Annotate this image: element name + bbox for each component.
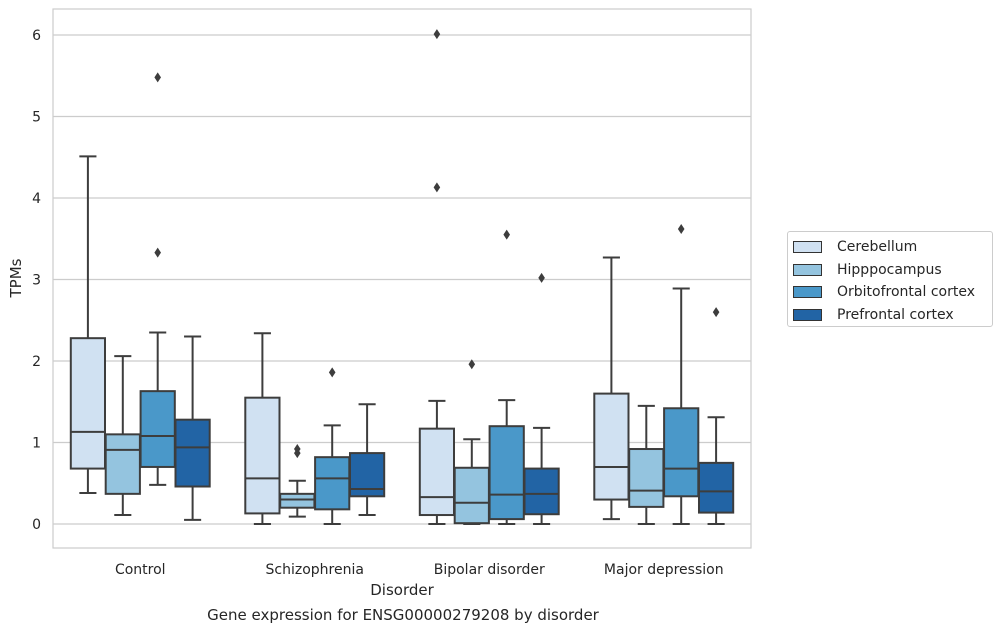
box-cerebellum [244, 332, 281, 525]
box-iqr [104, 433, 141, 495]
legend-item: Hipppocampus [792, 259, 992, 282]
box-iqr [697, 461, 735, 514]
box-prefrontal-cortex [523, 272, 560, 525]
outlier-point [294, 444, 301, 455]
legend-item: Prefrontal cortex [792, 304, 992, 327]
box-prefrontal-cortex [348, 403, 386, 517]
box-iqr [628, 448, 665, 508]
box-cerebellum [593, 256, 630, 521]
legend: Cerebellum Hipppocampus Orbitofrontal cort… [787, 231, 993, 327]
plot-area [52, 8, 752, 549]
box-cerebellum [418, 29, 456, 525]
legend-swatch [793, 263, 822, 276]
outlier-point [677, 223, 685, 234]
box-iqr [453, 466, 490, 525]
outlier-point [328, 367, 336, 378]
x-tick-label: Control [115, 562, 166, 578]
box-iqr [139, 390, 176, 468]
box-iqr [663, 407, 700, 498]
box-iqr [279, 492, 316, 509]
boxes [69, 29, 735, 525]
y-tick-label: 1 [32, 436, 41, 452]
box-hipppocampus [104, 355, 141, 517]
box-iqr [314, 456, 351, 511]
x-tick-label: Bipolar disorder [434, 562, 545, 578]
x-tick-label: Major depression [604, 562, 724, 578]
box-prefrontal-cortex [697, 307, 735, 525]
chart-caption: Gene expression for ENSG00000279208 by d… [207, 606, 599, 624]
box-orbitofrontal-cortex [314, 367, 351, 525]
box-iqr [69, 337, 107, 470]
outlier-point [468, 359, 476, 370]
legend-item: Cerebellum [792, 236, 992, 259]
legend-item: Orbitofrontal cortex [792, 281, 992, 304]
legend-swatch [793, 308, 822, 321]
box-cerebellum [69, 155, 107, 495]
legend-label: Prefrontal cortex [837, 306, 954, 323]
outlier-point [433, 182, 441, 193]
box-orbitofrontal-cortex [663, 223, 700, 525]
box-iqr [244, 396, 281, 515]
box-iqr [174, 418, 211, 488]
x-axis-label: Disorder [370, 581, 434, 599]
box-hipppocampus [628, 404, 665, 525]
box-prefrontal-cortex [174, 335, 211, 521]
box-iqr [593, 392, 630, 501]
y-axis-ticks: 0 1 2 3 4 5 6 [32, 28, 41, 533]
box-orbitofrontal-cortex [488, 229, 525, 525]
legend-swatch [793, 286, 822, 299]
y-axis-label: TPMs [7, 258, 25, 298]
y-tick-label: 0 [32, 517, 41, 533]
y-tick-label: 3 [32, 273, 41, 289]
y-tick-label: 2 [32, 354, 41, 370]
outlier-point [154, 72, 161, 83]
box-hipppocampus [453, 359, 490, 525]
x-tick-label: Schizophrenia [266, 562, 364, 578]
box-iqr [523, 467, 560, 516]
outlier-point [503, 229, 510, 240]
outlier-point [538, 272, 545, 283]
legend-label: Orbitofrontal cortex [837, 284, 975, 301]
box-hipppocampus [279, 444, 316, 518]
outlier-point [712, 307, 720, 318]
legend-label: Cerebellum [837, 239, 918, 256]
outlier-point [433, 29, 441, 40]
legend-swatch [793, 241, 822, 254]
x-axis-ticks: Control Schizophrenia Bipolar disorder Majo… [115, 562, 724, 578]
outlier-point [154, 247, 161, 258]
box-iqr [418, 427, 456, 517]
box-orbitofrontal-cortex [139, 72, 176, 486]
box-iqr [488, 425, 525, 521]
y-tick-label: 4 [32, 191, 41, 207]
legend-label: Hipppocampus [837, 261, 942, 278]
y-tick-label: 6 [32, 28, 41, 44]
y-tick-label: 5 [32, 110, 41, 126]
